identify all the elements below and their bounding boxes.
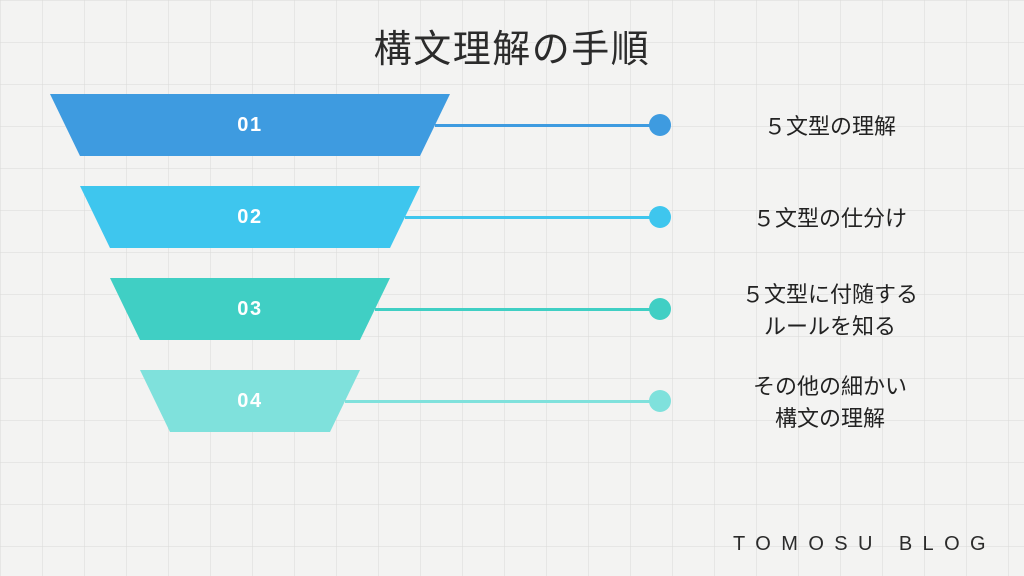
- connector-line: [435, 124, 660, 127]
- funnel-segment-desc: ５文型の仕分け: [680, 203, 980, 235]
- connector-line: [375, 308, 660, 311]
- funnel-segment: 03: [110, 278, 390, 340]
- footer-brand: TOMOSU BLOG: [733, 533, 996, 556]
- connector-dot: [649, 114, 671, 136]
- page-title: 構文理解の手順: [0, 18, 1024, 73]
- connector-dot: [649, 206, 671, 228]
- funnel-segment-desc: その他の細かい 構文の理解: [680, 371, 980, 435]
- funnel-segment: 02: [80, 186, 420, 248]
- connector-line: [345, 400, 660, 403]
- funnel-segment-number: 02: [237, 206, 262, 229]
- funnel-segment-desc: ５文型に付随する ルールを知る: [680, 279, 980, 343]
- connector-dot: [649, 390, 671, 412]
- funnel-segment-number: 03: [237, 298, 262, 321]
- connector-line: [405, 216, 660, 219]
- footer-brand-text: TOMOSU BLOG: [733, 533, 996, 555]
- page-title-text: 構文理解の手順: [374, 29, 651, 71]
- connector-dot: [649, 298, 671, 320]
- funnel-segment: 04: [140, 370, 360, 432]
- funnel-segment-number: 04: [237, 390, 262, 413]
- funnel-segment: 01: [50, 94, 450, 156]
- infographic-canvas: 構文理解の手順 01 ５文型の理解 02 ５文型の仕分け 03 ５文型に付随する ルールを…: [0, 0, 1024, 576]
- funnel-segment-number: 01: [237, 114, 262, 137]
- funnel-segment-desc: ５文型の理解: [680, 111, 980, 143]
